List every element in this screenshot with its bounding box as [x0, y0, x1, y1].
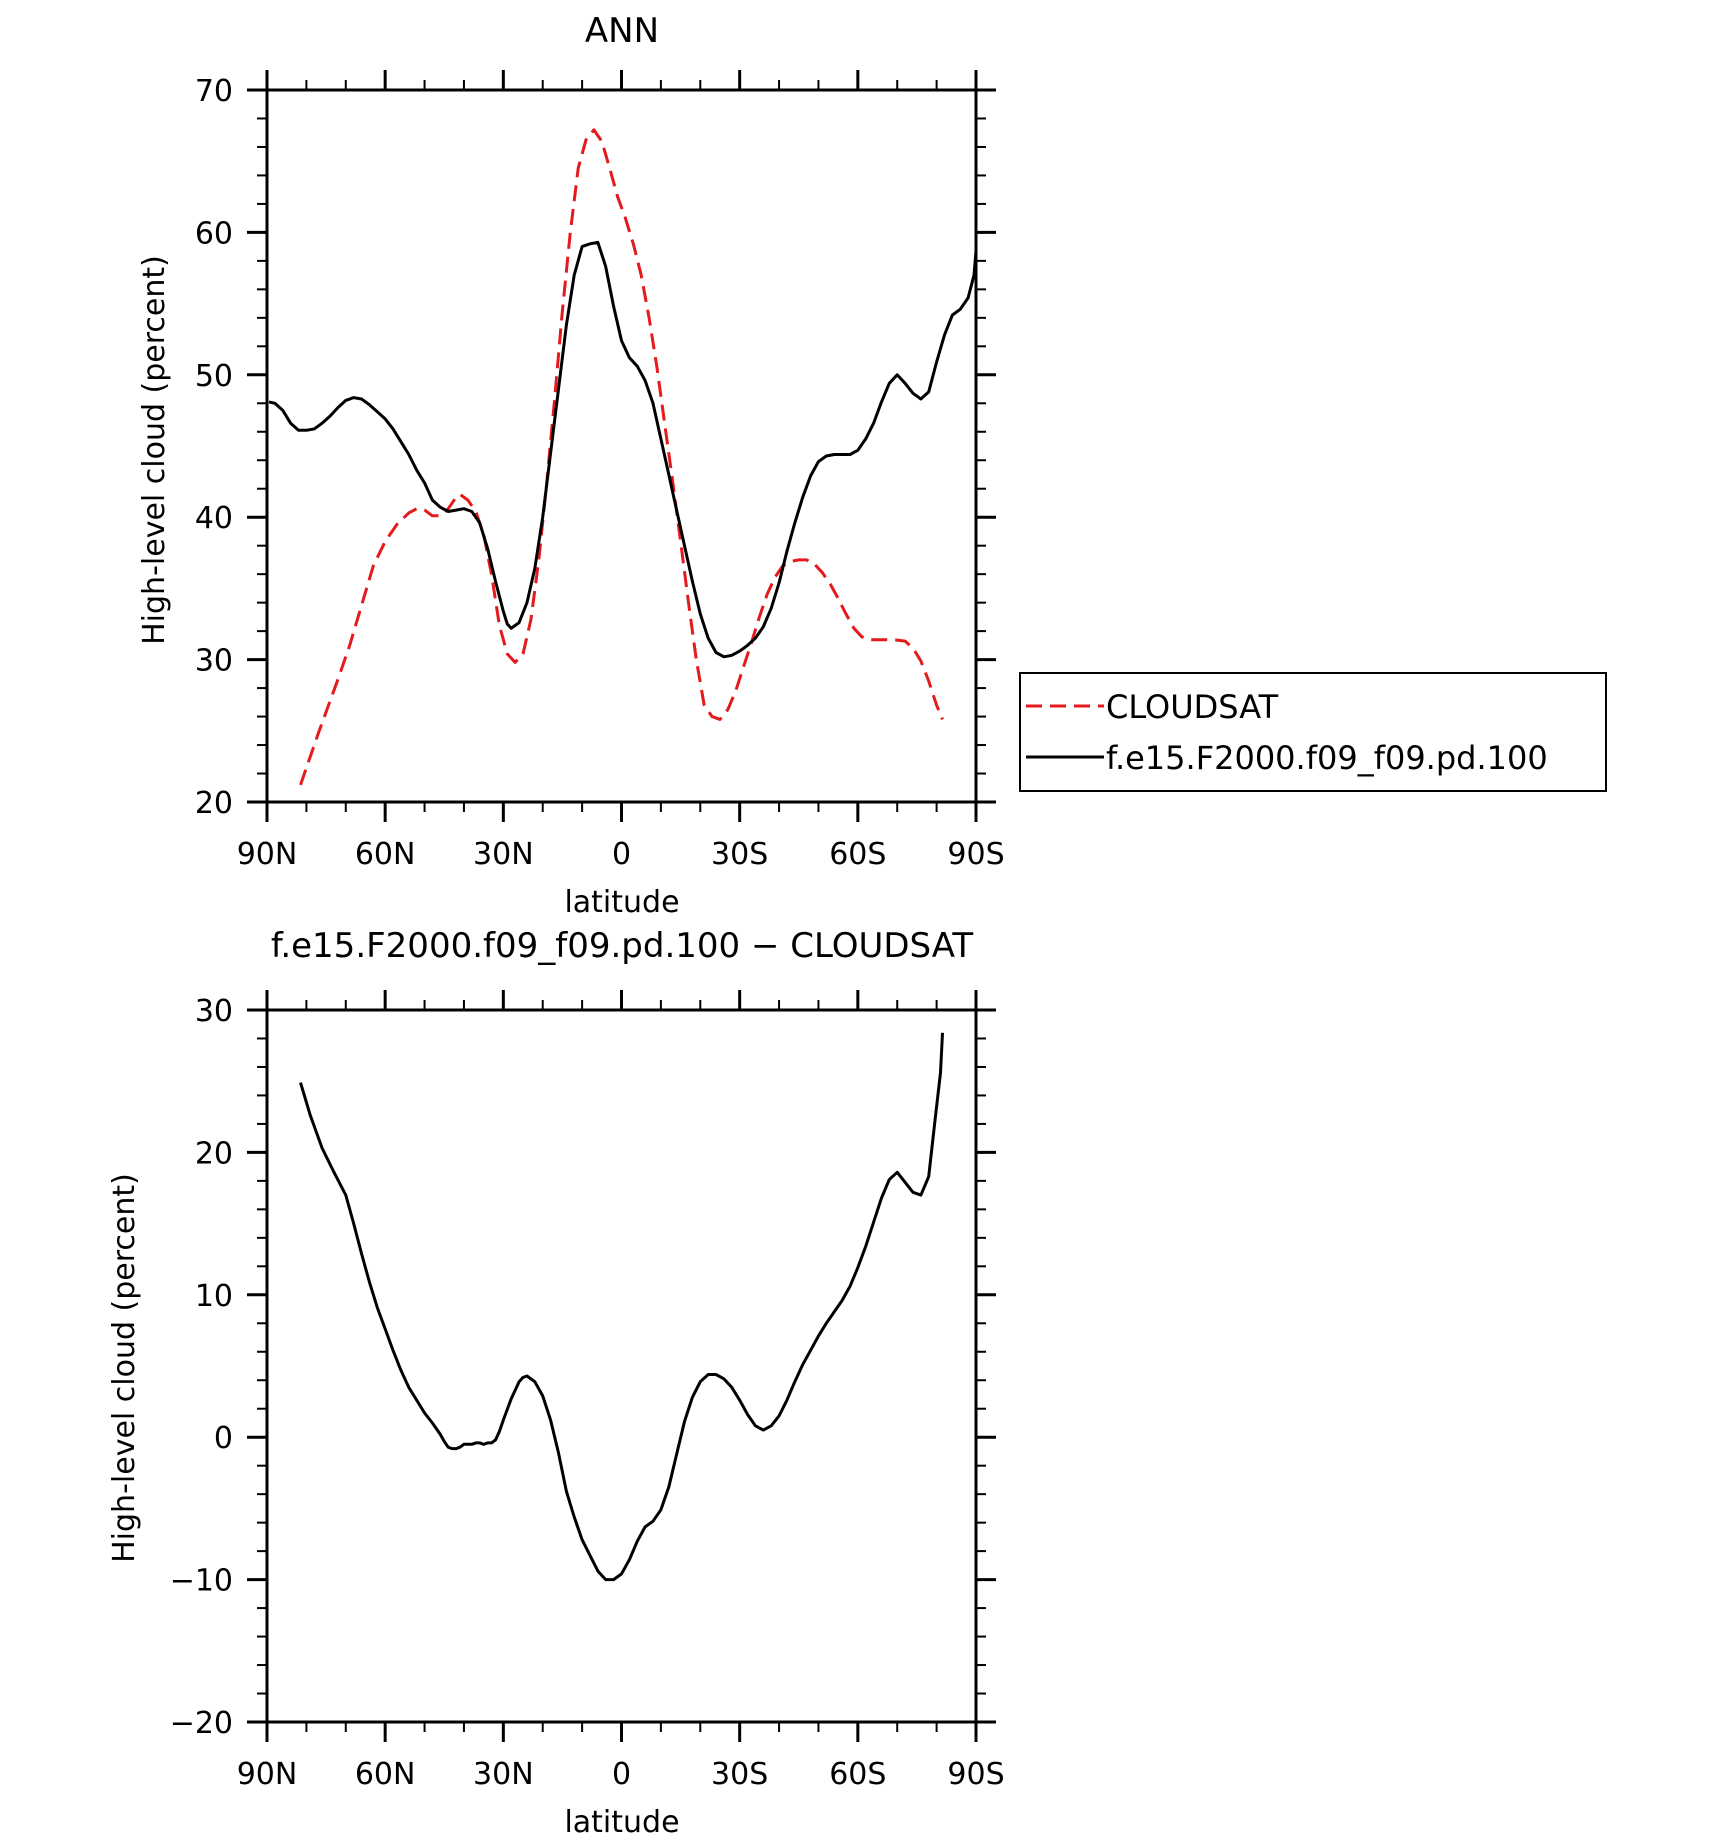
x-tick-label: 60S — [829, 1757, 886, 1792]
top-chart-y-axis-label: High-level cloud (percent) — [137, 255, 172, 645]
top-chart-title: ANN — [585, 11, 659, 51]
x-tick-label: 30N — [473, 837, 534, 872]
x-tick-label: 60N — [355, 837, 416, 872]
y-tick-label: 70 — [195, 74, 233, 109]
x-tick-label: 90S — [947, 1757, 1004, 1792]
y-tick-label: 20 — [195, 1136, 233, 1171]
bottom-chart-title: f.e15.F2000.f09_f09.pd.100 − CLOUDSAT — [271, 926, 974, 966]
top-chart-plot-frame — [265, 88, 978, 804]
x-tick-label: 30N — [473, 1757, 534, 1792]
x-tick-label: 30S — [711, 837, 768, 872]
series-line-cloudsat — [299, 128, 944, 786]
bottom-chart-ticks: −20 −10 0 10 20 30 90N 60N 30N 0 30S 60S 90S — [170, 990, 1005, 1792]
x-tick-label: 0 — [612, 837, 631, 872]
legend-box — [1019, 672, 1607, 792]
x-tick-label: 90N — [237, 1757, 298, 1792]
legend-label-model: f.e15.F2000.f09_f09.pd.100 — [1106, 739, 1548, 777]
top-chart-panel: ANN latitude High-level cloud (percent) … — [137, 11, 1607, 920]
series-line-difference — [299, 1032, 944, 1582]
x-tick-label: 90S — [947, 837, 1004, 872]
legend: CLOUDSAT f.e15.F2000.f09_f09.pd.100 — [1019, 672, 1607, 792]
x-tick-label: 60S — [829, 837, 886, 872]
y-tick-label: 20 — [195, 786, 233, 821]
y-tick-label: 60 — [195, 216, 233, 251]
y-tick-label: 40 — [195, 501, 233, 536]
top-chart-x-axis-label: latitude — [564, 885, 679, 920]
x-tick-label: 30S — [711, 1757, 768, 1792]
y-tick-label: 30 — [195, 994, 233, 1029]
top-chart-ticks: 20 30 40 50 60 70 90N 60N 30N 0 30S 60S 90S — [195, 70, 1005, 872]
bottom-chart-plot-frame — [265, 1008, 978, 1724]
bottom-chart-panel: f.e15.F2000.f09_f09.pd.100 − CLOUDSAT la… — [107, 926, 1005, 1839]
y-tick-label: 10 — [195, 1279, 233, 1314]
y-tick-label: 30 — [195, 644, 233, 679]
x-tick-label: 90N — [237, 837, 298, 872]
x-tick-label: 0 — [612, 1757, 631, 1792]
bottom-chart-series — [299, 1032, 944, 1582]
y-tick-label: 0 — [214, 1421, 233, 1456]
top-chart-series — [268, 128, 978, 786]
bottom-chart-x-axis-label: latitude — [564, 1805, 679, 1839]
y-tick-label: 50 — [195, 359, 233, 394]
y-tick-label: −20 — [170, 1706, 233, 1741]
x-tick-label: 60N — [355, 1757, 416, 1792]
y-tick-label: −10 — [170, 1564, 233, 1599]
bottom-chart-y-axis-label: High-level cloud (percent) — [107, 1173, 142, 1563]
legend-label-cloudsat: CLOUDSAT — [1106, 688, 1279, 726]
series-line-f-e15-f2000-f09-f09-pd-100 — [268, 240, 978, 659]
